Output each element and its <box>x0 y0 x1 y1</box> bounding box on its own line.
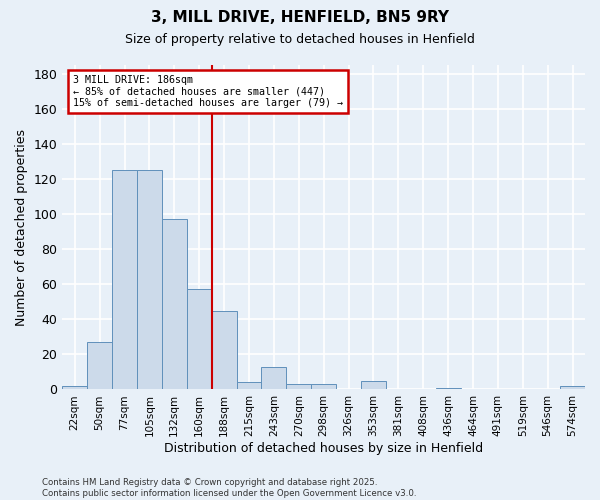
Bar <box>236 382 262 390</box>
Bar <box>62 386 87 390</box>
Bar <box>262 366 286 390</box>
Bar <box>286 384 311 390</box>
Y-axis label: Number of detached properties: Number of detached properties <box>15 128 28 326</box>
Text: 3, MILL DRIVE, HENFIELD, BN5 9RY: 3, MILL DRIVE, HENFIELD, BN5 9RY <box>151 10 449 25</box>
Bar <box>112 170 137 390</box>
Text: Contains HM Land Registry data © Crown copyright and database right 2025.
Contai: Contains HM Land Registry data © Crown c… <box>42 478 416 498</box>
Bar <box>212 310 236 390</box>
Bar <box>137 170 162 390</box>
Bar <box>162 220 187 390</box>
Bar <box>187 290 212 390</box>
Bar <box>87 342 112 390</box>
Text: Size of property relative to detached houses in Henfield: Size of property relative to detached ho… <box>125 32 475 46</box>
Text: 3 MILL DRIVE: 186sqm
← 85% of detached houses are smaller (447)
15% of semi-deta: 3 MILL DRIVE: 186sqm ← 85% of detached h… <box>73 74 343 108</box>
Bar <box>311 384 336 390</box>
Bar <box>436 388 461 390</box>
X-axis label: Distribution of detached houses by size in Henfield: Distribution of detached houses by size … <box>164 442 483 455</box>
Bar <box>560 386 585 390</box>
Bar <box>361 380 386 390</box>
